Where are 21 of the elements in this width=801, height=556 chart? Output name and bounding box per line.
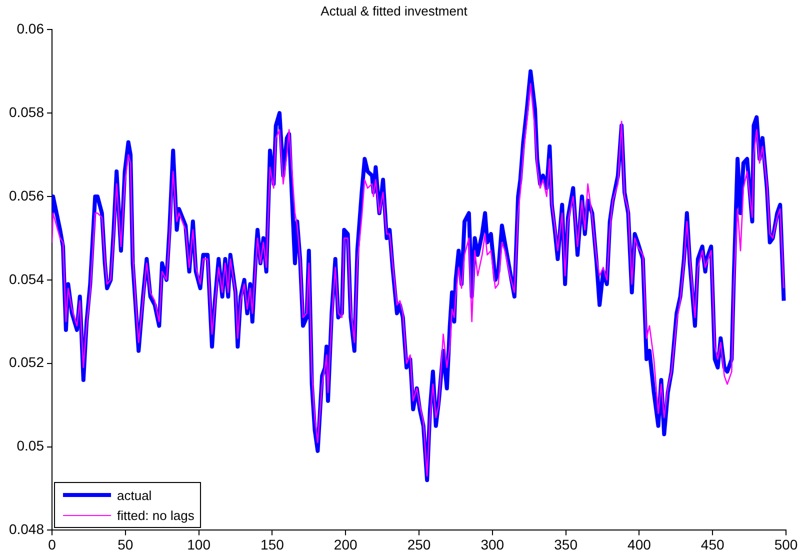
x-tick-label: 500 — [774, 536, 798, 552]
y-tick-label: 0.054 — [8, 270, 44, 287]
legend-label: actual — [117, 488, 152, 503]
x-tick-label: 100 — [187, 536, 211, 552]
x-tick-label: 450 — [700, 536, 724, 552]
x-tick-label: 400 — [628, 536, 652, 552]
x-tick-label: 200 — [334, 536, 358, 552]
y-tick-label: 0.048 — [8, 521, 44, 538]
chart-title: Actual & fitted investment — [320, 3, 468, 18]
x-tick-label: 300 — [480, 536, 504, 552]
legend-label: fitted: no lags — [117, 508, 194, 523]
y-tick-label: 0.058 — [8, 104, 44, 120]
x-tick-label: 350 — [554, 536, 578, 552]
x-tick-label: 250 — [407, 536, 431, 552]
x-tick-label: 50 — [118, 536, 134, 552]
y-tick-label: 0.06 — [16, 20, 44, 36]
y-tick-label: 0.05 — [16, 438, 44, 454]
x-tick-label: 150 — [260, 536, 284, 552]
x-tick-label: 0 — [48, 536, 56, 552]
y-tick-label: 0.056 — [8, 187, 44, 204]
y-tick-label: 0.052 — [8, 354, 44, 370]
